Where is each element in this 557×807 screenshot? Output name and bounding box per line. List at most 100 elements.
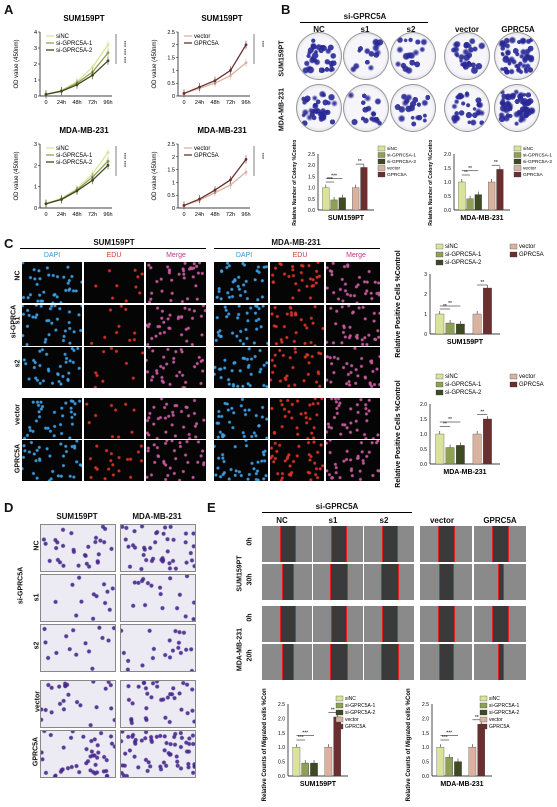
- legend-label: siNC: [56, 146, 70, 152]
- sig-stars: ***: [302, 731, 308, 737]
- wound-edge-line: [398, 564, 399, 600]
- fluor-image: [270, 262, 324, 303]
- wound-edge-line: [454, 606, 455, 642]
- y-tick-label: 2.5: [167, 30, 175, 36]
- legend-swatch: [513, 171, 522, 178]
- legend-label: GPRC5A: [489, 724, 510, 730]
- sig-stars: **: [475, 715, 479, 721]
- legend-label: si-GPRC5A-1: [523, 153, 552, 159]
- channel-label-merge: Merge: [346, 252, 366, 259]
- fluor-image: [84, 262, 144, 303]
- legend-label: si-GPRC5A-1: [445, 382, 482, 388]
- transwell-image: [120, 574, 196, 622]
- legend-swatch: [513, 165, 522, 171]
- colony-dish: [343, 32, 389, 80]
- fluor-image: [84, 440, 144, 481]
- y-tick-label: 1.0: [278, 745, 285, 751]
- y-tick-label: 1: [34, 78, 37, 84]
- x-tick-label: 0: [182, 100, 185, 106]
- wound-image: [474, 606, 526, 642]
- wound-edge-line: [438, 526, 439, 562]
- chart-c-mda: 0.0 0.5 1.0 1.5 2.0 Relative Positive Cells %…: [395, 373, 544, 488]
- sig-stars: ***: [258, 153, 264, 160]
- legend-swatch: [435, 251, 444, 258]
- fluor-image: [146, 440, 206, 481]
- colony-dish: [494, 32, 540, 80]
- y-axis-label: Relative Counts of Migrated cells %Contr…: [262, 688, 268, 801]
- bar-si-GPRC5A-1: [445, 447, 455, 465]
- y-axis-label: Relative Positive Cells %Control: [395, 250, 402, 357]
- legend-label: vector: [523, 166, 536, 172]
- y-tick-label: 1.5: [167, 56, 175, 62]
- sig-stars: **: [331, 708, 335, 714]
- c-line-sum159pt: SUM159PT: [93, 238, 135, 247]
- legend-label: si-GPRC5A-2: [523, 159, 552, 165]
- chart-a-mda-si: MDA-MB-231 OD value (450nm) 0 1 2 3 0 24h 48h 72h…: [14, 126, 126, 218]
- wound-edge-line: [454, 526, 455, 562]
- x-tick-label: 0: [44, 212, 47, 218]
- y-tick-label: 0.0: [444, 208, 451, 214]
- fluor-image: [146, 262, 206, 303]
- legend-swatch: [435, 259, 444, 266]
- y-tick-label: 2.0: [420, 402, 427, 408]
- d-row-gprc5a: GPRC5A: [32, 736, 40, 767]
- data-point: [91, 65, 94, 69]
- chart-c-sum159pt: 0 1 2 3 Relative Positive Cells %Control SUM1…: [395, 243, 544, 358]
- y-axis-label: OD value (450nm): [152, 39, 158, 88]
- y-tick-label: 0.5: [444, 194, 451, 200]
- e-col-nc: NC: [276, 516, 288, 525]
- y-tick-label: 1.0: [420, 432, 427, 438]
- bar-si-GPRC5A-2: [454, 761, 462, 777]
- legend-swatch: [513, 145, 522, 152]
- wound-image: [364, 644, 414, 680]
- channel-label-merge: Merge: [166, 252, 186, 259]
- legend-swatch: [435, 373, 444, 380]
- wound-image: [262, 564, 312, 600]
- y-tick-label: 0.0: [420, 462, 427, 468]
- b-col-gprc5a: GPRC5A: [501, 25, 535, 34]
- data-point: [60, 89, 63, 93]
- b-col-nc: NC: [313, 25, 325, 34]
- legend-label: si-GPRC5A-2: [345, 710, 376, 716]
- sig-stars: ***: [331, 174, 337, 180]
- fluor-image: [326, 305, 380, 346]
- e-line-mda: MDA-MB-231: [236, 627, 244, 672]
- transwell-image: [40, 680, 116, 728]
- wound-edge-line: [295, 526, 296, 562]
- legend-swatch: [513, 152, 522, 158]
- y-tick-label: 3: [424, 272, 427, 278]
- transwell-image: [40, 574, 116, 622]
- e-time-20h: 20h: [246, 649, 254, 662]
- legend-label: si-GPRC5A-1: [489, 703, 520, 709]
- series-line-GPRC5A: [183, 158, 247, 207]
- legend-label: siNC: [345, 696, 356, 702]
- sig-stars: ***: [120, 49, 126, 56]
- wound-image: [364, 526, 414, 562]
- legend-label: GPRC5A: [519, 382, 544, 388]
- e-col-vector: vector: [429, 516, 454, 525]
- sig-stars: ***: [120, 161, 126, 168]
- y-tick-label: 2: [34, 163, 37, 169]
- fluor-image: [84, 398, 144, 439]
- y-tick-label: 1: [424, 312, 427, 318]
- y-tick-label: 1.0: [308, 186, 315, 192]
- transwell-image: [120, 680, 196, 728]
- y-tick-label: 2.5: [278, 702, 285, 708]
- legend-swatch: [509, 243, 518, 250]
- b-col-s2: s2: [406, 25, 416, 34]
- e-time-0h-1: 0h: [246, 537, 254, 546]
- wound-edge-line: [280, 606, 281, 642]
- bar-siNC: [435, 313, 445, 335]
- legend-label: GPRC5A: [519, 252, 544, 258]
- fluor-image: [270, 398, 324, 439]
- colony-dish: [296, 32, 342, 80]
- transwell-image: [120, 624, 196, 672]
- legend-swatch: [509, 251, 518, 258]
- legend-swatch: [335, 702, 344, 709]
- legend-swatch: [479, 716, 488, 723]
- colony-dish: [296, 84, 342, 132]
- data-point: [106, 151, 110, 154]
- data-point: [244, 170, 248, 174]
- transwell-image: [40, 524, 116, 572]
- wound-edge-line: [503, 644, 504, 680]
